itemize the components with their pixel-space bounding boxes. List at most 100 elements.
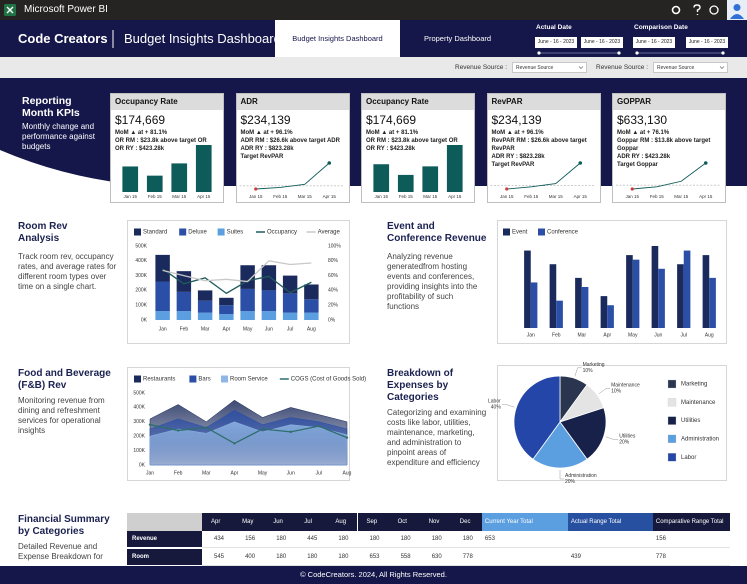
kpi-value: $633,130 xyxy=(617,113,668,127)
table-cell: 653 xyxy=(369,553,380,560)
column-header: Comparative Range Total xyxy=(652,513,730,531)
tab[interactable]: Budget Insights Dashboard xyxy=(275,20,400,57)
row-label: Room xyxy=(127,548,202,566)
filter-label: Revenue Source : xyxy=(455,64,508,71)
table-cell: 630 xyxy=(431,553,442,560)
table-cell: 180 xyxy=(338,553,349,560)
table-cell: 180 xyxy=(338,536,349,542)
date-from[interactable]: June - 16 - 2023 xyxy=(535,37,577,48)
column-header: May xyxy=(233,513,265,531)
kpi-line: OR RM : $23.8k above target OR xyxy=(366,138,458,144)
kpi-line: ADR RY : $823.28k xyxy=(240,146,294,152)
date-to[interactable]: June - 16 - 2023 xyxy=(581,37,623,48)
chart-panel xyxy=(497,220,727,344)
app-icon-mark xyxy=(6,6,14,14)
kpi-line: Target RevPAR xyxy=(491,162,535,168)
table-cell: 778 xyxy=(655,553,666,560)
kpi-line: OR RM : $23.8k above target OR xyxy=(115,138,207,144)
kpi-value: $234,139 xyxy=(491,113,542,127)
table-cell: 180 xyxy=(400,536,411,542)
kpi-value: $174,669 xyxy=(115,113,166,127)
table-cell: 180 xyxy=(276,536,287,542)
table-cell: 445 xyxy=(307,536,318,542)
table-cell: 778 xyxy=(462,553,473,560)
kpi-line: MoM ▲ at + 96.1% xyxy=(491,130,544,136)
feedback-icon[interactable] xyxy=(709,5,719,15)
kpi-title: RevPAR xyxy=(487,94,600,110)
column-header: Current Year Total xyxy=(481,513,568,531)
filter-dropdown[interactable]: Revenue Source xyxy=(653,62,728,73)
app-title: Microsoft Power BI xyxy=(24,4,108,15)
kpi-card: Occupancy Rate $174,669 MoM ▲ at + 81.1% OR… xyxy=(361,93,475,203)
table-cell: 400 xyxy=(245,553,256,560)
table-cell: 545 xyxy=(214,553,225,560)
kpi-line: RevPAR RM : $26.6k above target RevPAR xyxy=(491,138,587,152)
section-title: Food and Beverage (F&B) Rev xyxy=(18,368,111,391)
kpi-value: $174,669 xyxy=(366,113,417,127)
table-cell: 180 xyxy=(276,553,287,560)
table-cell: 653 xyxy=(484,536,495,542)
section-title: Financial Summary by Categories xyxy=(18,514,110,537)
kpi-line: ADR RY : $823.28k xyxy=(491,154,545,160)
table-cell: 180 xyxy=(369,536,380,542)
column-header: Sep xyxy=(357,513,389,531)
column-header: Apr xyxy=(202,513,234,531)
table-corner xyxy=(127,513,202,531)
settings-icon[interactable] xyxy=(671,5,681,15)
kpi-card: Occupancy Rate $174,669 MoM ▲ at + 81.1% OR… xyxy=(110,93,224,203)
kpi-card: ADR $234,139 MoM ▲ at + 96.1% ADR RM : $26.… xyxy=(235,93,350,203)
row-background xyxy=(202,531,730,548)
column-header: Jun xyxy=(264,513,296,531)
table-cell: 558 xyxy=(400,553,411,560)
kpi-title: Occupancy Rate xyxy=(362,94,474,110)
section-title: Event and Conference Revenue xyxy=(387,221,487,244)
section-text: Track room rev, occupancy rates, and ave… xyxy=(18,252,117,291)
tab[interactable]: Property Dashboard xyxy=(423,34,492,43)
column-header: Dec xyxy=(450,513,482,531)
date-label: Actual Date xyxy=(536,24,572,31)
table-cell: 180 xyxy=(431,536,442,542)
filter-dropdown[interactable]: Revenue Source xyxy=(512,62,587,73)
column-header: Aug xyxy=(326,513,358,531)
table-cell: 156 xyxy=(245,536,256,542)
kpi-title: ADR xyxy=(236,94,349,110)
kpi-line: ADR RY : $423.28k xyxy=(617,154,671,160)
kpi-line: OR RY : $423.28k xyxy=(366,146,416,152)
section-title: Room Rev Analysis xyxy=(18,221,68,244)
date-label: Comparison Date xyxy=(634,24,688,31)
dashboard-title: Budget Insights Dashboard xyxy=(124,31,281,46)
column-header: Nov xyxy=(419,513,451,531)
kpi-line: Goppar RM : $13.8k above target Goppar xyxy=(617,138,711,152)
date-to[interactable]: June - 16 - 2023 xyxy=(686,37,728,48)
chart-panel xyxy=(497,365,727,481)
table-cell: 180 xyxy=(462,536,473,542)
row-background xyxy=(202,549,730,566)
date-from[interactable]: June - 16 - 2023 xyxy=(633,37,675,48)
kpi-card: GOPPAR $633,130 MoM ▲ at + 76.1% Goppar RM … xyxy=(612,93,726,203)
section-text: Categorizing and examining costs like la… xyxy=(387,408,487,467)
kpi-line: MoM ▲ at + 76.1% xyxy=(617,130,670,136)
kpi-line: MoM ▲ at + 96.1% xyxy=(240,130,293,136)
chart-panel xyxy=(127,220,350,344)
column-header: Oct xyxy=(388,513,420,531)
filter-label: Revenue Source : xyxy=(596,64,649,71)
kpi-line: MoM ▲ at + 81.1% xyxy=(115,130,168,136)
user-body xyxy=(730,14,744,19)
top-bar xyxy=(0,0,747,20)
chart-panel xyxy=(127,367,350,481)
row-label: Revenue xyxy=(127,531,202,548)
kpi-intro-title: Reporting Month KPIs xyxy=(22,95,80,119)
section-text: Analyzing revenue generatedfrom hosting … xyxy=(387,252,478,311)
kpi-value: $234,139 xyxy=(240,113,291,127)
user-head xyxy=(733,4,741,11)
kpi-line: OR RY : $423.28k xyxy=(115,146,165,152)
kpi-line: MoM ▲ at + 81.1% xyxy=(366,130,419,136)
section-title: Breakdown of Expenses by Categories xyxy=(387,368,454,403)
kpi-line: ADR RM : $26.6k above target ADR xyxy=(240,138,340,144)
table-cell: 180 xyxy=(307,553,318,560)
kpi-title: Occupancy Rate xyxy=(111,94,223,110)
help-icon[interactable] xyxy=(693,4,701,15)
kpi-line: Target RevPAR xyxy=(240,154,284,160)
section-text: Monitoring revenue from dining and refre… xyxy=(18,396,105,435)
